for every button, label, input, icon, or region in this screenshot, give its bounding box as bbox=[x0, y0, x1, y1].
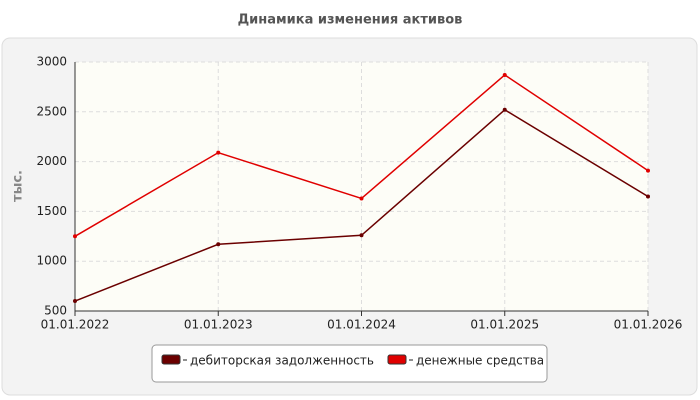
point bbox=[359, 196, 364, 201]
legend-label: дебиторская задолженность bbox=[190, 354, 374, 368]
point bbox=[502, 72, 507, 77]
chart-title: Динамика изменения активов bbox=[238, 13, 463, 28]
y-tick-label: 500 bbox=[44, 304, 67, 318]
legend bbox=[151, 344, 548, 383]
point bbox=[216, 242, 221, 247]
legend-swatch bbox=[161, 354, 181, 365]
y-tick-label: 2000 bbox=[36, 154, 67, 168]
legend-swatch bbox=[387, 354, 407, 365]
x-tick-label: 01.01.2025 bbox=[470, 318, 539, 332]
y-axis-label: тыс. bbox=[11, 170, 26, 202]
point bbox=[73, 299, 77, 304]
x-tick-label: 01.01.2023 bbox=[184, 318, 253, 332]
y-tick-label: 1500 bbox=[36, 204, 67, 218]
point bbox=[646, 194, 650, 199]
point bbox=[73, 234, 77, 239]
point bbox=[216, 150, 221, 155]
point bbox=[646, 168, 650, 173]
x-tick-label: 01.01.2026 bbox=[614, 318, 683, 332]
plot-area bbox=[75, 62, 648, 311]
x-tick-label: 01.01.2022 bbox=[41, 318, 110, 332]
x-tick-label: 01.01.2024 bbox=[327, 318, 396, 332]
legend-label: денежные средства bbox=[416, 354, 544, 368]
point bbox=[359, 233, 364, 238]
y-tick-label: 3000 bbox=[36, 55, 67, 69]
y-tick-label: 1000 bbox=[36, 254, 67, 268]
y-tick-label: 2500 bbox=[36, 104, 67, 118]
point bbox=[502, 107, 507, 112]
